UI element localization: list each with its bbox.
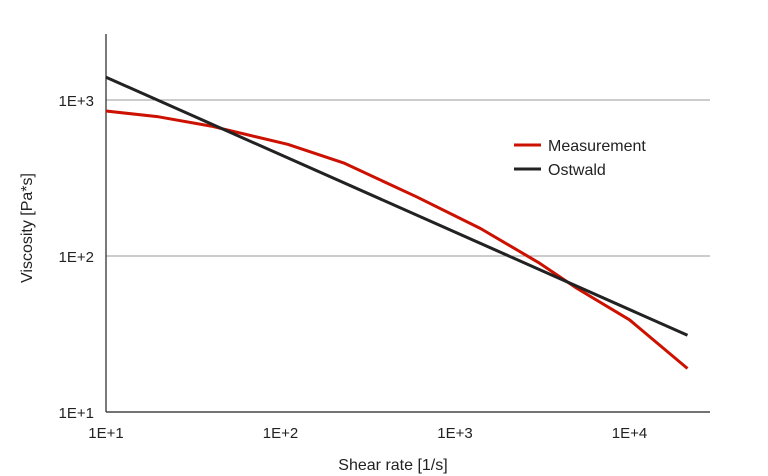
x-tick-label-3: 1E+4: [612, 425, 647, 442]
legend-label-measurement: Measurement: [548, 138, 646, 155]
x-tick-label-0: 1E+1: [88, 425, 123, 442]
series-layer: [105, 75, 689, 370]
y-tick-label-1: 1E+2: [59, 249, 94, 266]
y-tick-labels: 1E+1 1E+2 1E+3: [59, 93, 94, 422]
legend: Measurement Ostwald: [514, 138, 646, 179]
x-axis-title: Shear rate [1/s]: [338, 457, 447, 474]
x-tick-labels: 1E+1 1E+2 1E+3 1E+4: [88, 425, 647, 442]
legend-label-ostwald: Ostwald: [548, 162, 606, 179]
series-line-measurement: [105, 109, 689, 370]
x-tick-label-1: 1E+2: [263, 425, 298, 442]
grid-lines: [106, 99, 710, 257]
x-tick-label-2: 1E+3: [437, 425, 472, 442]
y-tick-label-0: 1E+1: [59, 405, 94, 422]
y-axis-title: Viscosity [Pa*s]: [19, 173, 36, 283]
y-tick-label-2: 1E+3: [59, 93, 94, 110]
series-line-ostwald: [105, 75, 689, 337]
